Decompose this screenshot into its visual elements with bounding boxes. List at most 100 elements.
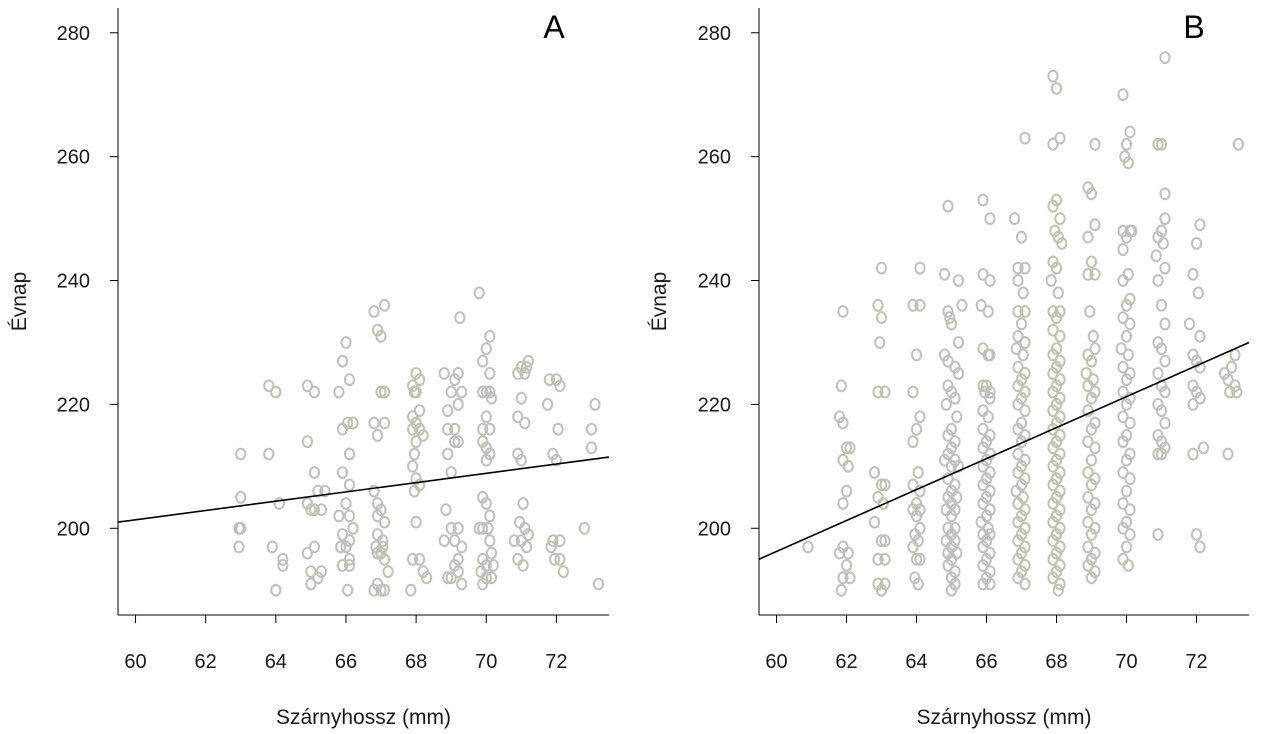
data-point xyxy=(1124,125,1136,139)
data-point xyxy=(343,447,356,461)
regression-line xyxy=(758,341,1250,560)
data-point xyxy=(1194,391,1206,405)
data-point xyxy=(1080,367,1092,380)
data-point xyxy=(1012,261,1024,275)
data-point xyxy=(1047,497,1059,510)
data-point xyxy=(945,459,958,473)
data-point xyxy=(480,410,492,424)
data-point xyxy=(1085,478,1098,492)
data-point xyxy=(1054,212,1066,226)
data-point xyxy=(942,559,954,572)
data-point xyxy=(1017,348,1029,362)
data-point xyxy=(312,484,324,498)
data-point xyxy=(1152,367,1164,380)
data-point xyxy=(263,447,275,461)
data-point xyxy=(1082,230,1094,244)
x-tick-label: 70 xyxy=(1115,651,1137,673)
data-point xyxy=(1183,317,1196,331)
data-point xyxy=(1087,373,1099,387)
data-point xyxy=(1117,521,1129,535)
data-point xyxy=(552,422,564,436)
data-point xyxy=(1047,323,1059,337)
x-tick-label: 68 xyxy=(1045,651,1067,673)
data-point xyxy=(802,540,814,554)
data-point xyxy=(484,329,496,343)
data-point xyxy=(547,534,559,548)
data-point xyxy=(1122,559,1134,572)
data-point xyxy=(1084,305,1096,318)
data-point xyxy=(1152,528,1164,541)
data-point xyxy=(1155,342,1168,356)
data-point xyxy=(872,298,884,312)
data-point xyxy=(1047,515,1059,529)
data-point xyxy=(1008,212,1021,226)
data-point xyxy=(837,305,849,318)
data-point xyxy=(879,478,891,492)
data-point xyxy=(378,385,391,399)
data-point xyxy=(1122,348,1134,362)
data-point xyxy=(308,503,320,517)
data-point xyxy=(343,509,356,523)
data-point xyxy=(333,385,345,399)
data-point xyxy=(1194,360,1206,374)
y-axis-title: Évnap xyxy=(8,272,31,332)
data-point xyxy=(449,534,461,548)
data-point xyxy=(368,484,380,498)
data-point xyxy=(378,583,391,597)
x-axis-title: Szárnyhossz (mm) xyxy=(276,706,451,729)
data-point xyxy=(914,410,926,424)
data-point xyxy=(487,559,499,572)
data-point xyxy=(1187,267,1199,281)
data-point xyxy=(480,497,492,510)
data-point xyxy=(872,552,884,566)
data-point xyxy=(442,422,454,436)
data-point xyxy=(1047,404,1059,418)
data-point xyxy=(907,385,919,399)
data-point xyxy=(477,354,489,368)
data-point xyxy=(1047,367,1059,380)
data-point xyxy=(477,422,489,436)
data-point xyxy=(984,274,996,287)
data-point xyxy=(938,267,951,281)
data-point xyxy=(452,521,464,535)
data-point xyxy=(1047,348,1059,362)
data-point xyxy=(1054,329,1066,343)
data-point xyxy=(1085,503,1098,517)
data-point xyxy=(1155,298,1168,312)
data-point xyxy=(549,552,561,566)
panel-a: 200 220 240 260 280 60 62 64 66 68 70 72 Szárnyhossz… xyxy=(8,8,610,729)
data-point xyxy=(270,385,282,399)
data-point xyxy=(1122,156,1134,170)
data-point xyxy=(382,565,394,578)
data-point xyxy=(1117,274,1129,287)
data-point xyxy=(473,286,485,300)
data-point xyxy=(844,441,856,455)
data-point xyxy=(982,348,994,362)
data-point xyxy=(1019,404,1031,418)
data-point xyxy=(877,497,889,510)
data-point xyxy=(554,552,566,566)
data-point xyxy=(519,367,531,380)
data-point xyxy=(301,435,313,449)
data-point xyxy=(305,565,317,578)
data-point xyxy=(945,317,958,331)
data-point xyxy=(952,367,965,380)
panel-b: 200 220 240 260 280 60 62 64 66 68 70 72 Szárnyhossz… xyxy=(648,8,1250,729)
data-point xyxy=(449,435,461,449)
data-points xyxy=(802,51,1245,597)
data-point xyxy=(1085,453,1098,467)
data-point xyxy=(273,497,285,510)
data-point xyxy=(1117,497,1129,510)
data-point xyxy=(368,583,380,597)
data-point xyxy=(1089,342,1101,356)
x-tick-label: 60 xyxy=(124,651,146,673)
y-tick-label: 240 xyxy=(57,271,90,293)
data-point xyxy=(305,577,317,591)
data-point xyxy=(407,422,419,436)
data-point xyxy=(907,540,919,554)
data-point xyxy=(335,540,347,554)
data-point xyxy=(1047,534,1059,548)
data-point xyxy=(445,521,457,535)
data-point xyxy=(484,534,496,548)
data-point xyxy=(1085,255,1098,269)
